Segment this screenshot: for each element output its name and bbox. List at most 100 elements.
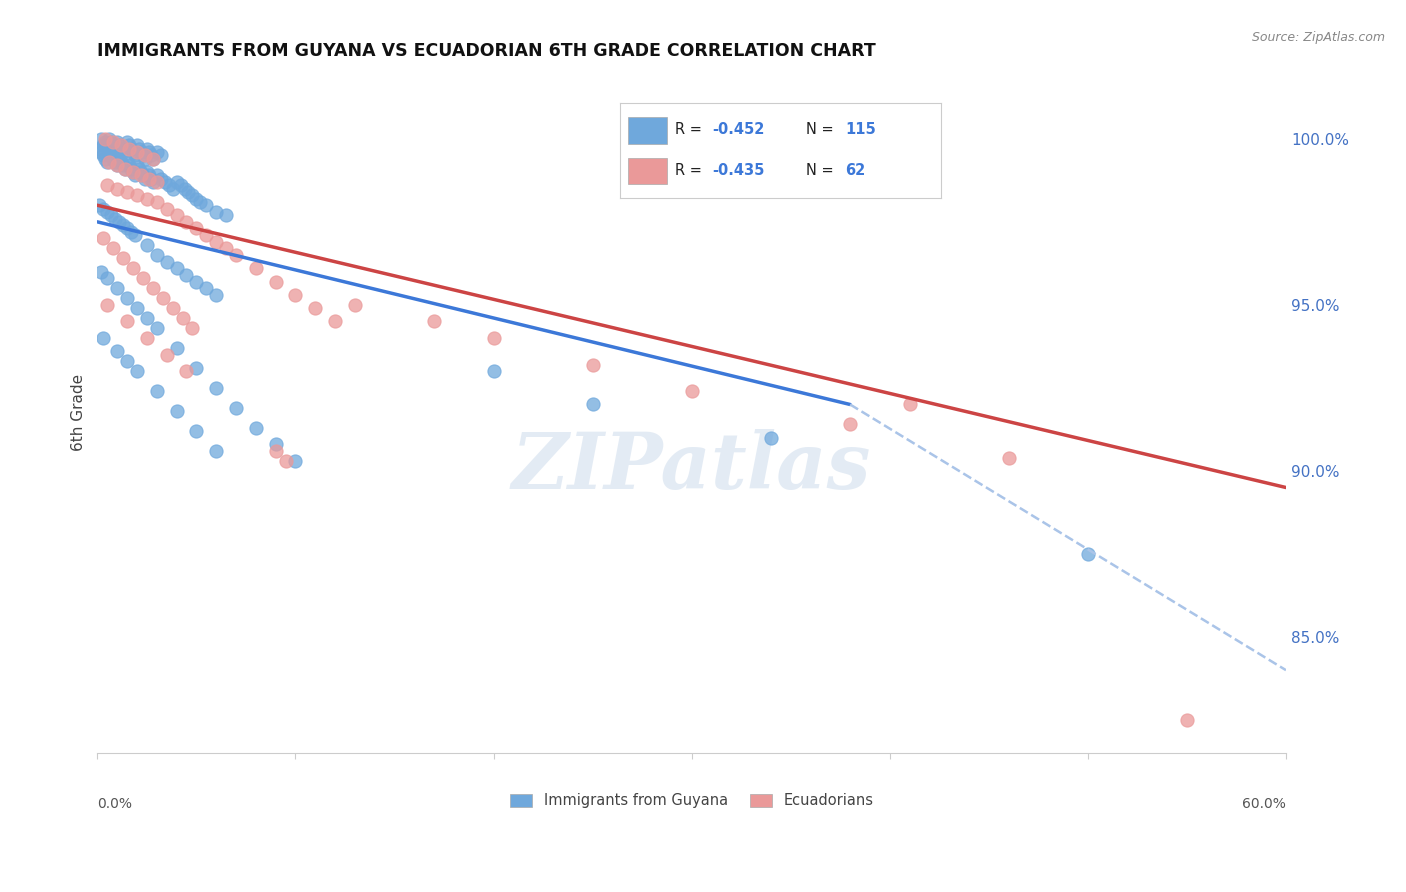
Point — [124, 228, 146, 243]
Point — [105, 281, 128, 295]
Text: Source: ZipAtlas.com: Source: ZipAtlas.com — [1251, 31, 1385, 45]
Point — [105, 135, 128, 149]
Point — [186, 275, 208, 289]
Point — [149, 171, 172, 186]
Point — [205, 235, 228, 249]
Point — [157, 178, 180, 193]
Point — [284, 288, 307, 302]
Point — [110, 155, 132, 169]
Text: IMMIGRANTS FROM GUYANA VS ECUADORIAN 6TH GRADE CORRELATION CHART: IMMIGRANTS FROM GUYANA VS ECUADORIAN 6TH… — [97, 42, 876, 60]
Point — [96, 155, 118, 169]
Point — [195, 281, 218, 295]
Point — [152, 291, 174, 305]
Point — [138, 145, 160, 160]
Point — [581, 397, 603, 411]
Point — [142, 152, 165, 166]
Point — [128, 142, 150, 156]
Point — [181, 321, 204, 335]
Point — [129, 145, 152, 160]
Point — [94, 135, 117, 149]
Point — [125, 138, 148, 153]
Point — [105, 344, 128, 359]
Point — [104, 211, 127, 226]
Point — [186, 221, 208, 235]
Point — [89, 142, 111, 156]
Point — [91, 202, 114, 216]
Point — [146, 321, 169, 335]
Point — [120, 161, 142, 176]
Point — [205, 288, 228, 302]
Point — [162, 301, 184, 316]
Point — [112, 252, 135, 266]
Point — [90, 145, 112, 160]
Point — [108, 152, 131, 166]
Point — [423, 314, 446, 328]
Point — [146, 248, 169, 262]
Point — [124, 169, 146, 183]
Point — [110, 138, 132, 153]
Point — [149, 148, 172, 162]
Point — [142, 281, 165, 295]
Point — [166, 404, 188, 418]
Point — [90, 265, 112, 279]
Point — [103, 135, 125, 149]
Point — [245, 261, 267, 276]
Point — [146, 145, 169, 160]
Point — [166, 341, 188, 355]
Point — [343, 298, 366, 312]
Point — [186, 361, 208, 376]
Point — [1175, 713, 1198, 727]
Point — [134, 148, 156, 162]
Point — [103, 242, 125, 256]
Point — [96, 178, 118, 193]
Point — [128, 161, 150, 176]
Point — [112, 218, 135, 232]
Point — [225, 401, 247, 415]
Point — [304, 301, 326, 316]
Point — [115, 221, 138, 235]
Point — [681, 384, 703, 399]
Point — [89, 198, 111, 212]
Point — [132, 148, 155, 162]
Point — [132, 271, 155, 285]
Point — [162, 181, 184, 195]
Point — [135, 192, 157, 206]
Point — [135, 142, 157, 156]
Point — [215, 208, 238, 222]
Point — [195, 198, 218, 212]
Point — [94, 152, 117, 166]
Point — [264, 444, 287, 458]
Point — [186, 424, 208, 438]
Point — [839, 417, 862, 432]
Point — [115, 354, 138, 368]
Point — [225, 248, 247, 262]
Point — [115, 314, 138, 328]
Point — [142, 175, 165, 189]
Legend: Immigrants from Guyana, Ecuadorians: Immigrants from Guyana, Ecuadorians — [505, 788, 879, 814]
Point — [215, 242, 238, 256]
Point — [115, 291, 138, 305]
Point — [146, 169, 169, 183]
Y-axis label: 6th Grade: 6th Grade — [72, 375, 86, 451]
Point — [898, 397, 921, 411]
Point — [98, 145, 121, 160]
Point — [205, 381, 228, 395]
Point — [581, 358, 603, 372]
Text: 0.0%: 0.0% — [97, 797, 132, 812]
Point — [120, 142, 142, 156]
Point — [166, 208, 188, 222]
Point — [274, 454, 297, 468]
Point — [122, 165, 145, 179]
Text: ZIPatlas: ZIPatlas — [512, 429, 872, 506]
Point — [103, 152, 125, 166]
Point — [105, 158, 128, 172]
Point — [105, 158, 128, 172]
Point — [264, 275, 287, 289]
Point — [139, 148, 162, 162]
Point — [177, 185, 200, 199]
Point — [110, 142, 132, 156]
Point — [112, 158, 135, 172]
Point — [205, 444, 228, 458]
Point — [103, 138, 125, 153]
Point — [166, 175, 188, 189]
